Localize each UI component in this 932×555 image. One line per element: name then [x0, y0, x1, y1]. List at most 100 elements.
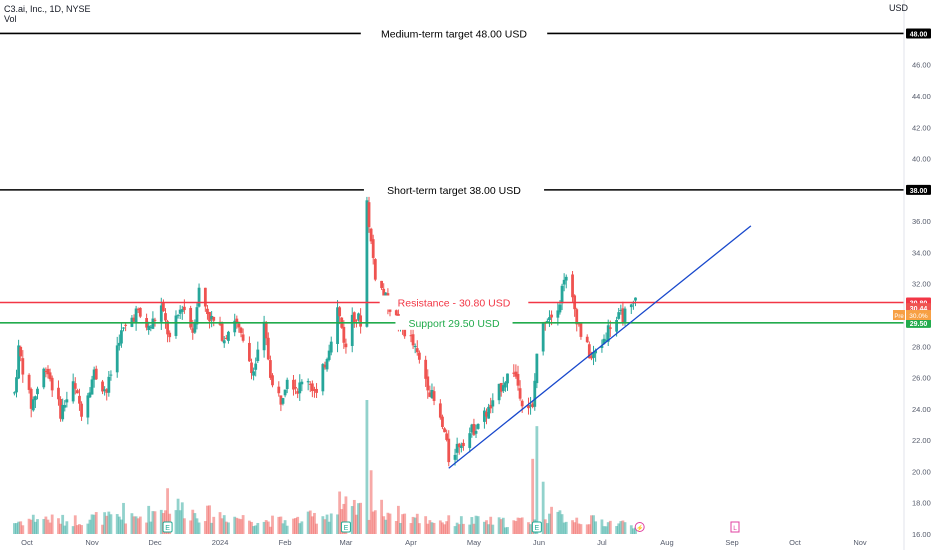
candle-body	[617, 312, 621, 319]
candle-body	[338, 307, 342, 317]
volume-bar	[575, 517, 579, 534]
candle-body	[227, 331, 230, 341]
y-tick-label: 40.00	[912, 155, 931, 164]
volume-bar	[48, 522, 52, 534]
candle-body	[315, 388, 318, 393]
volume-bar	[224, 521, 228, 534]
volume-bar	[13, 523, 16, 534]
x-tick-label: Oct	[789, 538, 802, 547]
y-tick-label: 46.00	[912, 61, 931, 70]
volume-bar	[556, 511, 560, 534]
volume-bar	[29, 519, 33, 534]
candle-body	[138, 307, 142, 317]
candle-body	[327, 350, 331, 360]
volume-bar	[541, 481, 545, 534]
candle-body	[438, 403, 442, 418]
candle-body	[562, 279, 566, 285]
volume-bar	[75, 525, 79, 534]
volume-bar	[336, 514, 339, 534]
earnings-marker-label: E	[165, 525, 170, 532]
candle-body	[220, 323, 224, 341]
volume-bar	[208, 505, 211, 534]
candle-body	[325, 359, 329, 370]
candle-body	[164, 313, 167, 321]
x-tick-label: Nov	[853, 538, 867, 547]
volume-bar	[619, 521, 623, 534]
volume-bar	[501, 517, 505, 534]
candle-body	[61, 404, 65, 420]
volume-bar	[296, 516, 300, 534]
candle-body	[514, 371, 518, 377]
y-tick-label: 24.00	[912, 405, 931, 414]
candle-body	[424, 359, 428, 379]
volume-bar	[506, 527, 509, 534]
volume-bar	[483, 521, 486, 534]
candle-body	[115, 345, 119, 373]
candle-body	[239, 327, 243, 333]
volume-bar	[235, 517, 239, 534]
volume-bar	[428, 520, 432, 534]
volume-bar	[470, 517, 474, 534]
candle-body	[443, 428, 446, 433]
volume-bar	[430, 522, 434, 534]
candle-body	[558, 304, 562, 313]
volume-bar	[455, 522, 459, 534]
premarket-value: 30.0%	[909, 313, 928, 320]
candle-body	[197, 287, 201, 307]
candle-body	[600, 345, 604, 348]
candle-body	[485, 412, 488, 417]
candle-body	[237, 323, 241, 328]
volume-bar	[313, 512, 316, 534]
candle-body	[428, 392, 432, 397]
volume-bar	[222, 515, 226, 534]
x-tick-label: Sep	[725, 538, 738, 547]
volume-bar	[562, 522, 566, 534]
candle-body	[308, 383, 312, 385]
volume-bar	[36, 519, 39, 534]
candle-body	[501, 385, 505, 391]
level-label: Resistance - 30.80 USD	[398, 298, 511, 310]
x-tick-label: 2024	[212, 538, 229, 547]
candle-body	[149, 326, 153, 328]
candle-body	[535, 353, 539, 384]
candle-body	[459, 445, 463, 448]
candle-body	[107, 376, 111, 393]
volume-bar	[587, 524, 591, 534]
volume-bar	[195, 518, 199, 534]
volume-bar	[432, 522, 436, 534]
earnings-marker-label: E	[344, 525, 349, 532]
volume-bar	[413, 517, 417, 534]
candle-body	[132, 317, 136, 322]
volume-bar	[548, 513, 551, 534]
candle-body	[203, 287, 207, 307]
candle-body	[516, 373, 520, 386]
volume-bar	[518, 518, 522, 534]
candle-body	[222, 340, 226, 344]
candle-body	[369, 228, 373, 242]
volume-bar	[101, 524, 104, 534]
candle-body	[380, 280, 384, 289]
candle-body	[323, 364, 327, 368]
volume-bar	[352, 499, 356, 534]
candle-body	[124, 324, 128, 326]
volume-bar	[279, 516, 283, 534]
volume-bar	[415, 513, 419, 534]
volume-bar	[15, 523, 18, 534]
candle-body	[248, 342, 251, 362]
volume-bar	[600, 519, 604, 534]
dividend-marker-label: ⚡	[636, 524, 643, 532]
volume-bar	[203, 521, 207, 534]
volume-bar	[590, 515, 593, 534]
candle-body	[447, 438, 451, 463]
volume-bar	[342, 503, 346, 534]
candle-body	[271, 375, 274, 386]
candle-body	[518, 388, 522, 399]
volume-bar	[147, 505, 151, 534]
level-label-bg	[395, 315, 513, 330]
volume-bar	[166, 488, 169, 534]
candle-body	[180, 309, 184, 312]
volume-bar	[443, 524, 446, 534]
candle-body	[359, 315, 363, 327]
